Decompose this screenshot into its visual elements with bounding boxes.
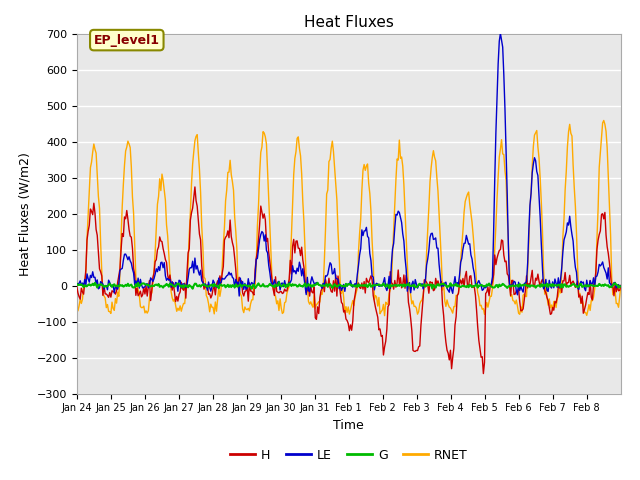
X-axis label: Time: Time [333,419,364,432]
G [406,283,413,289]
RNET [617,283,625,288]
RNET [568,133,576,139]
Line: LE: LE [77,34,621,296]
G [242,283,250,288]
LE [378,283,386,289]
RNET [381,313,388,319]
H [303,288,311,293]
LE [303,275,311,280]
H [191,184,199,190]
RNET [378,309,385,314]
RNET [73,306,81,312]
G [73,281,81,287]
Text: EP_level1: EP_level1 [94,34,160,47]
RNET [242,306,250,312]
Y-axis label: Heat Fluxes (W/m2): Heat Fluxes (W/m2) [18,152,31,276]
LE [73,281,81,287]
Line: RNET: RNET [77,120,621,316]
G [475,283,483,288]
H [479,371,487,376]
G [380,281,387,287]
LE [569,238,577,244]
G [569,281,577,287]
Legend: H, LE, G, RNET: H, LE, G, RNET [225,444,473,467]
G [617,284,625,289]
G [305,281,312,287]
H [73,284,81,289]
LE [474,280,481,286]
RNET [474,290,481,296]
H [243,284,251,289]
H [378,333,386,338]
LE [236,293,243,299]
LE [404,282,412,288]
Title: Heat Fluxes: Heat Fluxes [304,15,394,30]
LE [617,283,625,288]
G [275,279,283,285]
Line: H: H [77,187,621,373]
LE [497,31,504,36]
H [474,324,481,330]
G [248,286,255,292]
H [617,283,625,288]
Line: G: G [77,282,621,289]
RNET [404,286,412,292]
H [404,300,412,305]
RNET [302,276,310,281]
LE [243,285,251,291]
H [569,278,577,284]
RNET [600,118,607,123]
